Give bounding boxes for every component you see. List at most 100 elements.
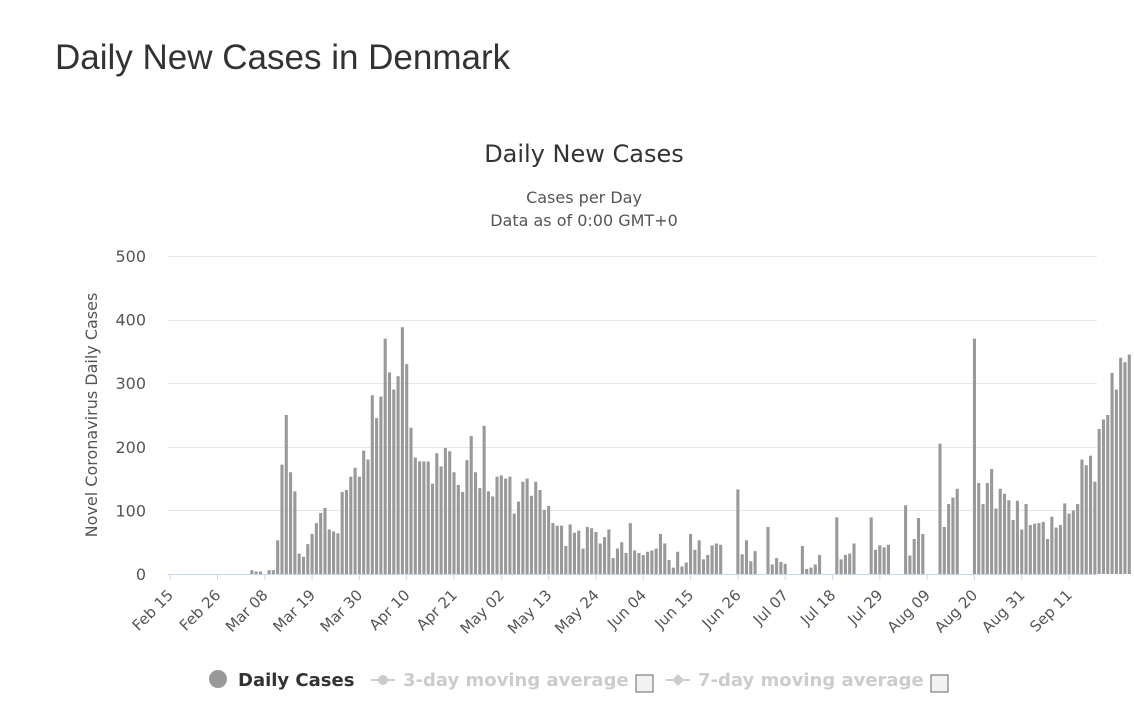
bar[interactable] [981,504,985,574]
bar[interactable] [258,571,263,574]
bar[interactable] [951,497,955,574]
bar[interactable] [340,491,344,574]
bar[interactable] [344,490,349,574]
bar[interactable] [336,533,340,574]
bar[interactable] [362,450,366,574]
bar[interactable] [620,542,624,574]
bar[interactable] [491,496,495,574]
bar[interactable] [848,553,852,574]
bar[interactable] [1033,523,1037,574]
bar[interactable] [770,564,774,574]
legend-item-daily-cases[interactable]: Daily Cases [209,670,354,691]
bar[interactable] [1123,362,1127,574]
bar[interactable] [413,457,417,574]
bar[interactable] [461,491,465,574]
bar[interactable] [671,567,675,574]
bar[interactable] [839,559,843,574]
bar[interactable] [1037,523,1041,574]
bar[interactable] [478,488,482,574]
bar[interactable] [972,338,976,574]
bar[interactable] [551,523,555,574]
bar[interactable] [452,472,456,574]
bar[interactable] [534,481,538,574]
bar[interactable] [323,507,327,574]
bar[interactable] [508,476,512,574]
bar[interactable] [1045,539,1050,574]
bar[interactable] [577,530,581,574]
bar[interactable] [1119,357,1123,574]
bar[interactable] [1127,354,1131,574]
bar[interactable] [1054,527,1058,574]
bar[interactable] [1063,503,1067,574]
bar[interactable] [912,539,916,574]
bar[interactable] [598,543,602,574]
bar[interactable] [469,435,473,574]
bar[interactable] [775,558,779,574]
bar[interactable] [370,395,374,574]
bar[interactable] [418,461,422,574]
bar[interactable] [396,376,400,574]
bar[interactable] [568,524,572,574]
bar[interactable] [521,481,525,574]
bar[interactable] [504,478,508,574]
bar[interactable] [650,550,654,574]
legend-checkbox-3-day[interactable] [635,674,654,693]
bar[interactable] [486,491,490,574]
bar[interactable] [405,364,409,574]
bar[interactable] [250,570,254,574]
bar[interactable] [1024,504,1028,574]
bar[interactable] [667,560,671,574]
bar[interactable] [1011,519,1015,574]
bar[interactable] [465,460,469,574]
bar[interactable] [676,551,680,574]
bar[interactable] [547,505,551,574]
bar[interactable] [1020,529,1024,574]
bar[interactable] [542,509,546,574]
bar[interactable] [736,489,740,574]
bar[interactable] [516,501,521,575]
bar[interactable] [985,483,989,574]
bar[interactable] [1076,504,1080,574]
bar[interactable] [835,517,839,574]
bar[interactable] [319,512,323,574]
bar[interactable] [271,570,275,574]
bar[interactable] [1080,459,1084,574]
bar[interactable] [916,518,921,574]
bar[interactable] [1028,525,1032,574]
bar[interactable] [800,546,804,574]
bar[interactable] [998,488,1002,574]
bar[interactable] [456,484,460,574]
bar[interactable] [869,517,873,574]
bar[interactable] [435,453,439,574]
bar[interactable] [1050,516,1054,574]
bar[interactable] [495,476,499,574]
bar[interactable] [607,529,611,574]
bar[interactable] [422,461,426,574]
bar[interactable] [753,551,757,574]
bar[interactable] [1101,419,1105,574]
bar[interactable] [689,533,693,574]
bar[interactable] [254,571,258,574]
bar[interactable] [383,338,387,574]
bar[interactable] [559,525,564,574]
bar[interactable] [1110,373,1114,574]
bar[interactable] [942,526,946,574]
bar[interactable] [611,558,615,574]
bar[interactable] [1015,500,1019,574]
bar[interactable] [744,540,749,574]
bar[interactable] [921,533,925,574]
bar[interactable] [663,543,667,574]
bar[interactable] [628,523,632,574]
bar[interactable] [701,559,706,574]
bar[interactable] [852,543,856,574]
bar[interactable] [886,544,890,574]
bar[interactable] [349,476,353,574]
bar[interactable] [938,443,942,574]
bar[interactable] [366,459,370,574]
bar[interactable] [276,540,280,574]
bar[interactable] [843,554,847,574]
bar[interactable] [779,561,783,574]
bar[interactable] [590,528,594,574]
bar[interactable] [633,550,637,574]
bar[interactable] [585,526,589,574]
